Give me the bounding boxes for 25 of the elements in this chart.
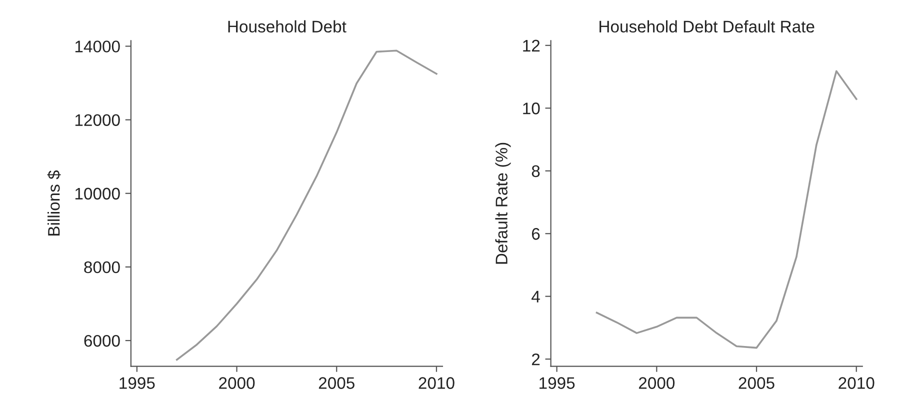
x-tick-label: 2000: [219, 377, 255, 389]
chart-title: Household Debt Default Rate: [600, 20, 814, 33]
y-axis-title: Billions $: [47, 170, 61, 236]
y-tick-label: 12: [523, 40, 540, 52]
y-tick-label: 8000: [84, 261, 120, 274]
x-tick-label: 1995: [120, 377, 155, 389]
y-tick-label: 6000: [84, 334, 120, 347]
line-series: [176, 50, 438, 361]
x-tick-label: 2010: [418, 377, 454, 389]
y-tick-label: 6: [532, 228, 540, 240]
y-axis-title: Default Rate (%): [495, 142, 511, 264]
y-tick-label: 2: [532, 353, 540, 366]
chart-title: Household Debt: [228, 20, 346, 33]
x-tick-label: 2010: [838, 377, 874, 389]
x-tick-label: 2005: [738, 377, 774, 389]
line-series: [596, 70, 858, 349]
x-tick-label: 1995: [540, 377, 575, 389]
y-tick-label: 14000: [75, 40, 120, 52]
x-tick-label: 2005: [318, 377, 354, 389]
y-tick-label: 10000: [75, 188, 120, 200]
y-tick-label: 12000: [75, 114, 120, 126]
y-tick-label: 8: [532, 165, 540, 178]
x-tick-label: 2000: [638, 377, 675, 389]
y-tick-label: 4: [532, 290, 540, 302]
y-tick-label: 10: [523, 102, 540, 114]
